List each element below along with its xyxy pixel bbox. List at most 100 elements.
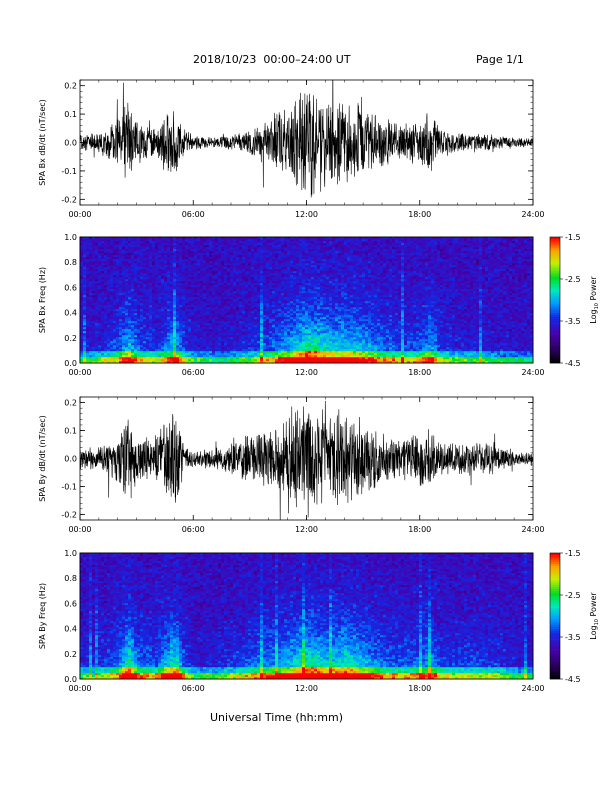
spectrogram-cell <box>101 323 104 325</box>
spectrogram-cell <box>122 277 125 279</box>
spectrogram-cell <box>107 265 110 267</box>
spectrogram-cell <box>173 335 176 337</box>
spectrogram-cell <box>98 359 101 361</box>
spectrogram-cell <box>128 357 131 359</box>
spectrogram-cell <box>113 343 116 345</box>
spectrogram-cell <box>140 295 143 297</box>
spectrogram-cell <box>83 261 86 263</box>
spectrogram-cell <box>80 339 83 341</box>
spectrogram-cell <box>149 281 152 283</box>
spectrogram-cell <box>131 315 134 317</box>
spectrogram-cell <box>83 249 86 251</box>
spectrogram-cell <box>104 281 107 283</box>
spectrogram-cell <box>86 239 89 241</box>
spectrogram-cell <box>101 349 104 351</box>
spectrogram-cell <box>152 263 155 265</box>
spectrogram-cell <box>197 345 200 347</box>
spectrogram-cell <box>125 239 128 241</box>
spectrogram-cell <box>152 271 155 273</box>
spectrogram-cell <box>230 295 233 297</box>
spectrogram-cell <box>161 325 164 327</box>
spectrogram-cell <box>221 319 224 321</box>
spectrogram-cell <box>188 291 191 293</box>
spectrogram-cell <box>125 279 128 281</box>
spectrogram-cell <box>170 283 173 285</box>
spectrogram-cell <box>173 271 176 273</box>
spectrogram-cell <box>119 269 122 271</box>
spectrogram-cell <box>185 323 188 325</box>
spectrogram-cell <box>125 305 128 307</box>
spectrogram-cell <box>161 277 164 279</box>
spectrogram-cell <box>95 295 98 297</box>
spectrogram-cell <box>83 285 86 287</box>
spectrogram-cell <box>170 333 173 335</box>
spectrogram-cell <box>92 307 95 309</box>
spectrogram-cell <box>230 247 233 249</box>
spectrogram-cell <box>119 333 122 335</box>
spectrogram-cell <box>191 249 194 251</box>
spectrogram-cell <box>134 351 137 353</box>
spectrogram-cell <box>152 239 155 241</box>
spectrogram-cell <box>146 317 149 319</box>
spectrogram-cell <box>161 307 164 309</box>
spectrogram-cell <box>80 351 83 353</box>
spectrogram-cell <box>182 241 185 243</box>
spectrogram-cell <box>98 253 101 255</box>
spectrogram-cell <box>161 357 164 359</box>
spectrogram-cell <box>113 331 116 333</box>
spectrogram-cell <box>185 293 188 295</box>
spectrogram-cell <box>209 325 212 327</box>
spectrogram-cell <box>119 351 122 353</box>
spectrogram-cell <box>98 257 101 259</box>
spectrogram-cell <box>143 337 146 339</box>
spectrogram-cell <box>191 273 194 275</box>
spectrogram-cell <box>230 345 233 347</box>
spectrogram-cell <box>221 263 224 265</box>
spectrogram-cell <box>116 353 119 355</box>
spectrogram-cell <box>110 277 113 279</box>
spectrogram-cell <box>185 277 188 279</box>
spectrogram-cell <box>86 351 89 353</box>
spectrogram-cell <box>128 243 131 245</box>
spectrogram-cell <box>116 251 119 253</box>
spectrogram-cell <box>137 337 140 339</box>
spectrogram-cell <box>107 317 110 319</box>
spectrogram-cell <box>128 319 131 321</box>
spectrogram-cell <box>104 327 107 329</box>
spectrogram-cell <box>218 343 221 345</box>
spectrogram-cell <box>218 339 221 341</box>
spectrogram-cell <box>197 265 200 267</box>
spectrogram-cell <box>92 241 95 243</box>
spectrogram-cell <box>116 281 119 283</box>
spectrogram-cell <box>209 343 212 345</box>
spectrogram-cell <box>218 309 221 311</box>
spectrogram-cell <box>107 311 110 313</box>
spectrogram-cell <box>173 241 176 243</box>
spectrogram-cell <box>119 249 122 251</box>
spectrogram-cell <box>164 267 167 269</box>
spectrogram-cell <box>107 305 110 307</box>
spectrogram-cell <box>137 311 140 313</box>
spectrogram-cell <box>185 275 188 277</box>
spectrogram-cell <box>218 295 221 297</box>
spectrogram-cell <box>197 297 200 299</box>
spectrogram-cell <box>131 341 134 343</box>
spectrogram-cell <box>194 275 197 277</box>
spectrogram-cell <box>155 297 158 299</box>
spectrogram-cell <box>152 281 155 283</box>
spectrogram-cell <box>104 277 107 279</box>
spectrogram-cell <box>227 337 230 339</box>
spectrogram-cell <box>194 351 197 353</box>
spectrogram-cell <box>149 283 152 285</box>
spectrogram-cell <box>137 255 140 257</box>
spectrogram-cell <box>206 355 209 357</box>
spectrogram-cell <box>161 293 164 295</box>
spectrogram-cell <box>113 261 116 263</box>
spectrogram-cell <box>110 279 113 281</box>
spectrogram-cell <box>230 329 233 331</box>
spectrogram-cell <box>185 239 188 241</box>
spectrogram-cell <box>119 283 122 285</box>
spectrogram-cell <box>167 277 170 279</box>
spectrogram-cell <box>170 337 173 339</box>
spectrogram-cell <box>137 341 140 343</box>
